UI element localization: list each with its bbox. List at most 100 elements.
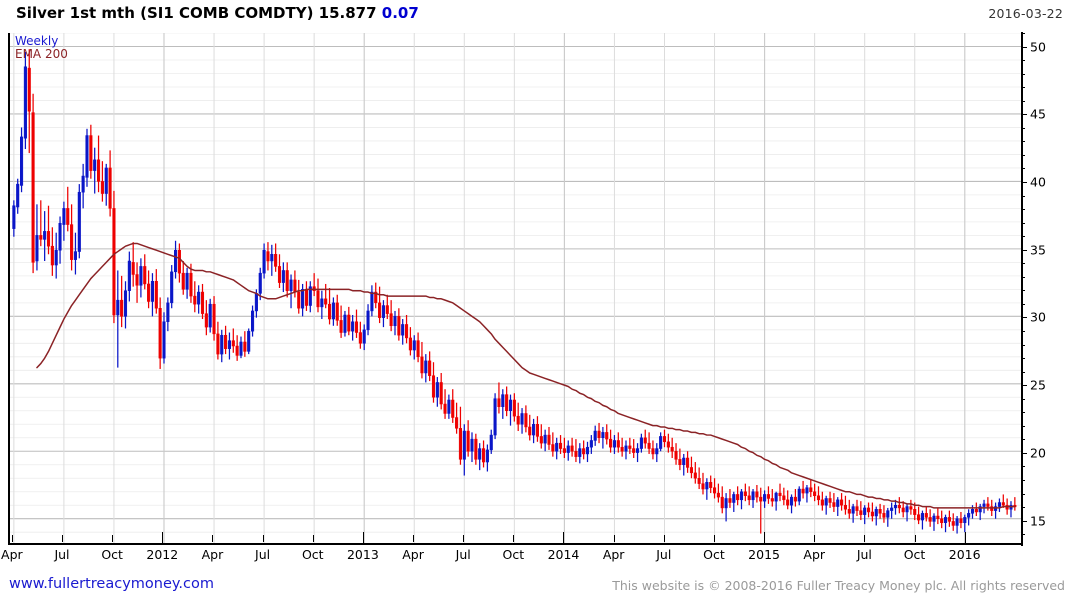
y-axis-tick-mark xyxy=(1021,479,1025,481)
y-axis-tick-mark xyxy=(1021,87,1025,89)
y-axis-tick-mark xyxy=(1021,263,1025,265)
x-axis-tick-mark xyxy=(513,535,515,542)
chart-series-container xyxy=(10,33,1021,543)
y-axis-tick-mark xyxy=(1021,466,1025,468)
x-axis-tick-mark xyxy=(663,535,665,542)
y-axis-tick-mark xyxy=(1021,195,1025,197)
x-axis-tick-label: Jul xyxy=(656,547,672,562)
x-axis-tick-label: Apr xyxy=(803,547,826,562)
y-axis-tick-mark xyxy=(1021,168,1025,170)
chart-footer: www.fullertreacymoney.com This website i… xyxy=(0,573,1075,600)
x-axis-tick-label: Oct xyxy=(703,547,725,562)
y-axis-tick-mark xyxy=(1021,452,1027,454)
y-axis-tick-mark xyxy=(1021,290,1025,292)
y-axis-tick-label: 30 xyxy=(1030,309,1046,325)
y-axis-tick-mark xyxy=(1021,344,1025,346)
price-change: 0.07 xyxy=(381,4,419,22)
chart-date: 2016-03-22 xyxy=(988,6,1063,21)
y-axis-tick-label: 20 xyxy=(1030,445,1046,461)
y-axis-tick-mark xyxy=(1021,303,1025,305)
y-axis-tick-mark xyxy=(1021,60,1025,62)
x-axis-tick-mark xyxy=(162,532,164,545)
y-axis-tick-mark xyxy=(1021,154,1025,156)
y-axis-tick-mark xyxy=(1021,33,1025,34)
x-axis-tick-mark xyxy=(713,535,715,542)
y-axis-tick-mark xyxy=(1021,100,1025,102)
y-axis-tick-mark xyxy=(1021,398,1025,400)
x-axis-tick-mark xyxy=(563,532,565,545)
x-axis-tick-label: Oct xyxy=(903,547,926,562)
x-axis-tick-mark xyxy=(914,535,916,542)
y-axis-tick-mark xyxy=(1021,493,1025,495)
y-axis-tick-mark xyxy=(1021,358,1025,360)
y-axis-tick-mark xyxy=(1021,317,1027,319)
x-axis-tick-mark xyxy=(814,535,816,542)
y-axis-tick-mark xyxy=(1021,276,1025,278)
x-axis-tick-label: Jul xyxy=(856,547,872,562)
x-axis-tick-label: 2015 xyxy=(748,547,780,562)
x-axis-tick-mark xyxy=(312,535,314,542)
x-axis-tick-label: 2016 xyxy=(948,547,981,562)
x-axis-tick-label: Oct xyxy=(301,547,324,562)
y-axis-tick-mark xyxy=(1021,73,1025,75)
x-axis-tick-mark xyxy=(463,535,465,542)
x-axis-tick-label: Oct xyxy=(101,547,123,562)
x-axis-tick-label: Apr xyxy=(402,547,424,562)
x-axis-tick-mark xyxy=(362,532,364,545)
y-axis-tick-mark xyxy=(1021,385,1027,387)
x-axis-tick-label: Apr xyxy=(1,547,23,562)
x-axis-tick-mark xyxy=(613,535,615,542)
y-axis-tick-mark xyxy=(1021,222,1025,224)
chart-gridlines xyxy=(10,33,1021,543)
chart-legend: Weekly EMA 200 xyxy=(15,35,68,61)
x-axis-tick-label: Oct xyxy=(502,547,525,562)
x-axis-tick-label: 2014 xyxy=(547,547,580,562)
site-url[interactable]: www.fullertreacymoney.com xyxy=(9,576,214,592)
x-axis-tick-mark xyxy=(112,535,114,542)
y-axis-tick-mark xyxy=(1021,141,1025,143)
y-axis-tick-mark xyxy=(1021,46,1027,48)
copyright-notice: This website is © 2008-2016 Fuller Treac… xyxy=(612,578,1065,593)
y-axis-tick-mark xyxy=(1021,249,1027,251)
x-axis-tick-mark xyxy=(413,535,415,542)
ema200-line-series xyxy=(36,242,1016,509)
x-axis-tick-label: Jul xyxy=(455,547,471,562)
legend-interval: Weekly xyxy=(15,34,59,48)
page-title: Silver 1st mth (SI1 COMB COMDTY) 15.877 … xyxy=(16,4,419,22)
x-axis-tick-mark xyxy=(11,535,13,542)
y-axis-tick-mark xyxy=(1021,236,1025,238)
x-axis: Apr Jul Oct 2012 Apr Jul Oct 2013 Apr Jul Oct 2014 A… xyxy=(1,532,1021,573)
y-axis-spine xyxy=(1021,32,1023,546)
y-axis-tick-mark xyxy=(1021,114,1027,116)
y-axis-tick-mark xyxy=(1021,439,1025,441)
x-axis-tick-mark xyxy=(864,535,866,542)
legend-ema200: EMA 200 xyxy=(15,46,68,61)
x-axis-tick-label: 2013 xyxy=(346,547,379,562)
y-axis-tick-label: 35 xyxy=(1030,242,1046,258)
x-axis-tick-label: 2012 xyxy=(146,547,179,562)
chart-plot-area[interactable]: Weekly EMA 200 xyxy=(8,33,1021,545)
x-axis-tick-mark xyxy=(764,532,766,545)
x-axis-tick-label: Jul xyxy=(54,547,70,562)
y-axis: 15 20 25 30 35 40 45 50 xyxy=(1021,32,1075,546)
y-axis-tick-label: 45 xyxy=(1030,106,1046,122)
x-axis-tick-mark xyxy=(964,532,966,545)
x-axis-tick-label: Apr xyxy=(602,547,625,562)
y-axis-tick-mark xyxy=(1021,425,1025,427)
y-axis-tick-mark xyxy=(1021,127,1025,129)
y-axis-tick-mark xyxy=(1021,534,1025,536)
x-axis-tick-mark xyxy=(62,535,63,542)
chart-header: Silver 1st mth (SI1 COMB COMDTY) 15.877 … xyxy=(0,0,1075,28)
y-axis-tick-label: 50 xyxy=(1030,39,1046,55)
x-axis-tick-label: Apr xyxy=(201,547,224,562)
candlestick-series xyxy=(12,49,1017,534)
y-axis-tick-mark xyxy=(1021,507,1025,509)
y-axis-tick-mark xyxy=(1021,209,1025,211)
y-axis-tick-label: 40 xyxy=(1030,174,1046,190)
y-axis-tick-mark xyxy=(1021,412,1025,414)
y-axis-tick-mark xyxy=(1021,181,1027,183)
instrument-title: Silver 1st mth (SI1 COMB COMDTY) 15.877 xyxy=(16,4,377,22)
x-axis-tick-mark xyxy=(262,535,264,542)
y-axis-tick-mark xyxy=(1021,520,1027,522)
y-axis-tick-mark xyxy=(1021,371,1025,373)
